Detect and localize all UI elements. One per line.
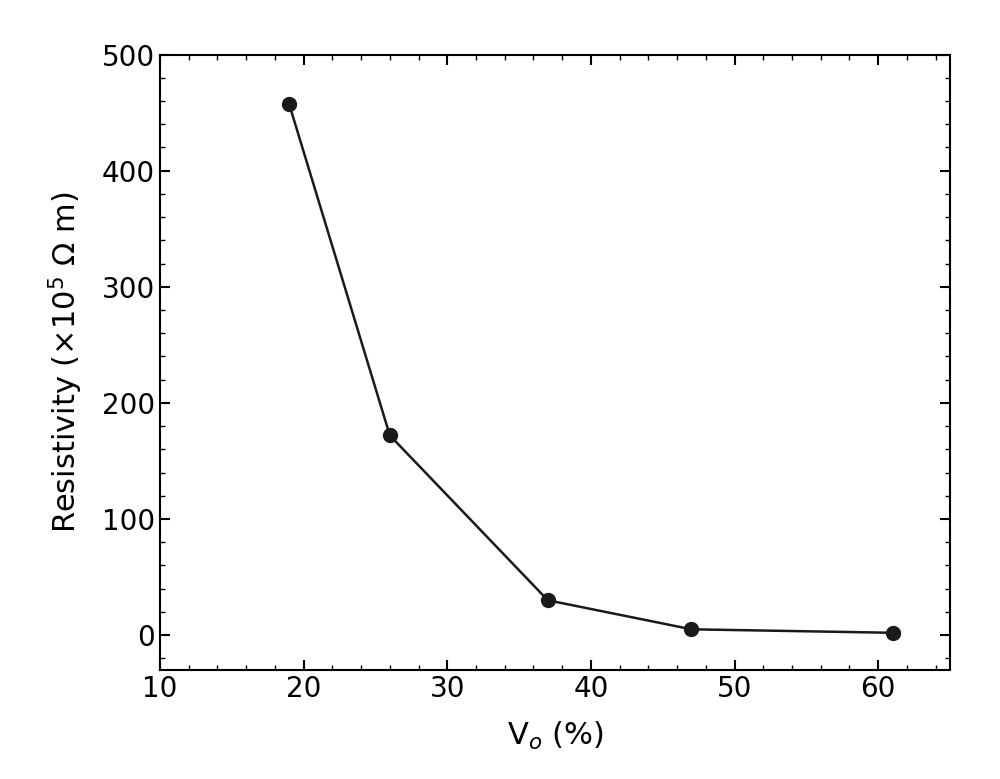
X-axis label: V$_o$ (%): V$_o$ (%) (507, 720, 603, 752)
Y-axis label: Resistivity (×10$^5$ Ω m): Resistivity (×10$^5$ Ω m) (47, 192, 85, 533)
